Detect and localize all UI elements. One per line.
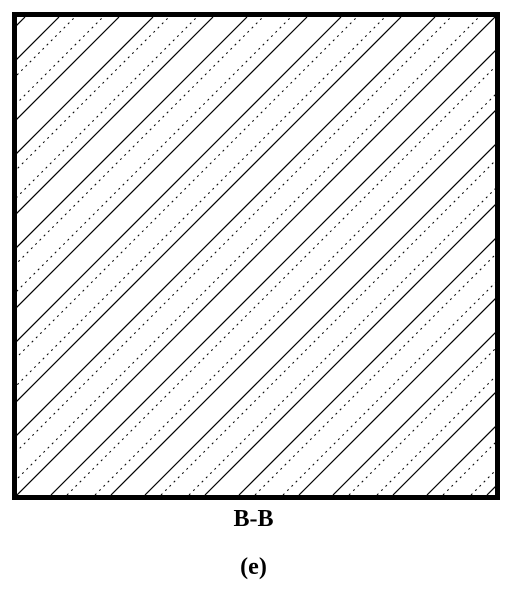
section-label: B-B <box>0 506 507 533</box>
section-figure <box>12 12 500 500</box>
section-bounding-box <box>12 12 500 500</box>
subfigure-label: (e) <box>0 554 507 581</box>
hatch-pattern <box>17 17 495 495</box>
